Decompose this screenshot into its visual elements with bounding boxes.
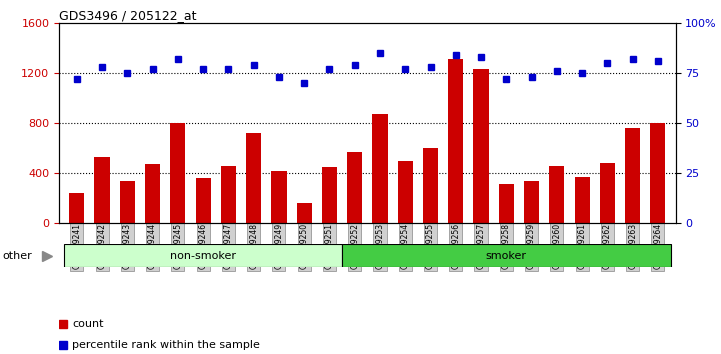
Text: other: other [2,251,32,261]
Bar [474,69,489,223]
Bar [246,133,261,223]
Bar [575,177,590,223]
Bar [347,152,362,223]
Text: non-smoker: non-smoker [170,251,236,261]
Bar [373,114,388,223]
Bar [549,166,565,223]
Bar [322,167,337,223]
Text: GDS3496 / 205122_at: GDS3496 / 205122_at [59,9,197,22]
Bar [221,166,236,223]
Bar [625,128,640,223]
Bar [120,181,135,223]
Bar [600,163,615,223]
Bar [398,160,413,223]
Bar [69,193,84,223]
Bar [271,171,286,223]
Bar [423,148,438,223]
Text: smoker: smoker [486,251,527,261]
Bar [170,123,185,223]
Bar [448,59,464,223]
Text: percentile rank within the sample: percentile rank within the sample [72,340,260,350]
Bar [296,203,311,223]
Text: count: count [72,319,104,329]
Bar [499,184,514,223]
Bar [650,123,665,223]
Bar [524,181,539,223]
Bar [94,157,110,223]
Bar [195,178,211,223]
FancyBboxPatch shape [64,244,342,267]
FancyBboxPatch shape [342,244,671,267]
Bar [145,164,160,223]
